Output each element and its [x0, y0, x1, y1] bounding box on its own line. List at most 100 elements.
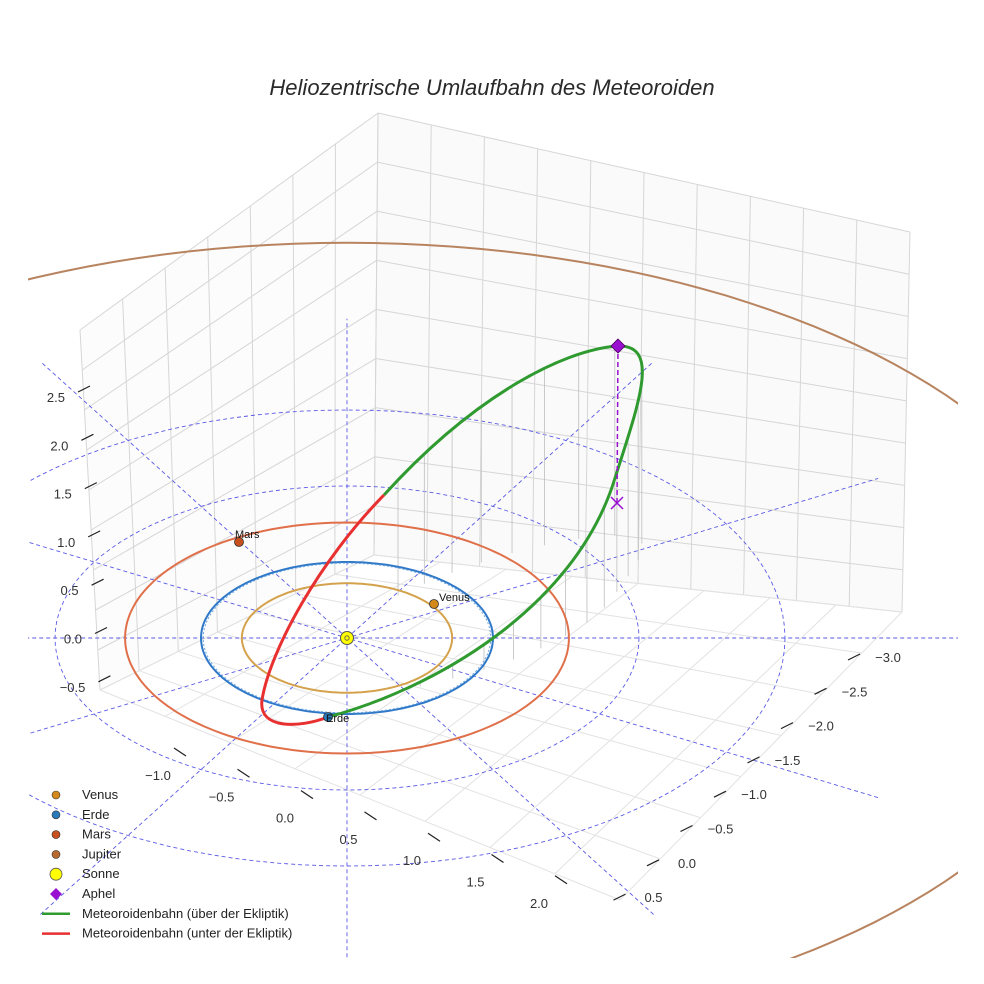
grid-line — [795, 208, 805, 601]
z-tick — [91, 578, 104, 586]
z-tick-label: 0.5 — [61, 583, 79, 598]
legend-label: Aphel — [82, 886, 115, 901]
grid-line — [164, 267, 179, 652]
y-tick — [646, 859, 660, 867]
floor-grid-line — [99, 554, 375, 691]
floor-grid-line — [229, 568, 507, 743]
x-tick — [554, 875, 568, 885]
legend-dot — [51, 830, 61, 839]
y-tick — [814, 687, 827, 695]
y-tick-label: 0.5 — [644, 890, 662, 905]
z-tick-label: −0.5 — [60, 680, 86, 695]
sun-core — [344, 635, 350, 641]
grid-line — [84, 210, 378, 411]
grid-line — [901, 231, 911, 613]
meteoroid-orbit — [260, 344, 644, 726]
legend-label: Meteoroidenbahn (unter der Ekliptik) — [82, 926, 292, 941]
grid-line — [90, 358, 377, 531]
y-tick-label: −2.5 — [842, 684, 868, 699]
legend-dot — [51, 850, 61, 859]
orbit-erde — [199, 561, 494, 715]
legend: Venus Erde Mars Jupiter Sonne Aphel Meteoroide… — [42, 787, 292, 941]
x-tick — [491, 854, 504, 863]
y-tick-label: −1.5 — [775, 753, 801, 768]
mars-marker — [234, 537, 244, 547]
y-tick — [847, 653, 861, 661]
y-tick — [747, 756, 760, 764]
legend-dot — [51, 810, 61, 820]
aphel-drop-line — [616, 345, 619, 504]
venus-label: Venus — [439, 592, 470, 604]
orbit-mars — [124, 521, 570, 755]
x-tick — [427, 832, 441, 842]
grid-line — [81, 161, 378, 371]
floor-grid-line — [554, 604, 837, 875]
grid-line — [249, 205, 258, 613]
axis-grid — [79, 112, 911, 901]
meteoroid-orbit-below — [260, 493, 386, 726]
grid-line — [375, 358, 906, 444]
z-tick-label: 2.5 — [47, 390, 65, 405]
y-tick-label: 0.0 — [678, 856, 696, 871]
meteoroid-orbit-above — [327, 344, 644, 719]
orbit-venus — [240, 582, 454, 694]
grid-line — [584, 160, 592, 578]
sun-marker — [340, 631, 354, 645]
z-tick — [94, 626, 108, 635]
ecliptic-spoke — [40, 361, 654, 915]
erde-marker — [323, 712, 333, 722]
grid-line — [426, 124, 432, 561]
legend-label: Sonne — [82, 866, 120, 881]
legend-label: Meteoroidenbahn (über der Ekliptik) — [82, 906, 289, 921]
grid-line — [122, 298, 140, 671]
axis-ticks: 2.5 2.0 1.5 1.0 0.5 0.0 −0.5 −1.0 −0.5 0.0 0.5 1.0 1… — [47, 385, 901, 911]
y-tick — [680, 824, 693, 833]
erde-label: Erde — [326, 713, 349, 725]
grid-line — [97, 505, 375, 651]
venus-marker — [429, 599, 439, 609]
aphel-projection-mark — [610, 496, 624, 510]
grid-line — [374, 456, 904, 529]
legend-label: Jupiter — [82, 846, 122, 861]
legend-label: Mars — [82, 827, 111, 842]
x-tick — [300, 790, 314, 800]
axis-panes — [80, 113, 910, 690]
z-tick-label: 2.0 — [50, 438, 68, 453]
grid-line — [373, 112, 379, 556]
markers: Venus Erde Mars — [234, 338, 626, 725]
x-tick-label: −0.5 — [209, 789, 235, 804]
legend-label: Erde — [82, 807, 109, 822]
grid-line — [88, 309, 377, 491]
z-tick-label: 1.0 — [57, 535, 75, 550]
chart-title: Heliozentrische Umlaufbahn des Meteoroid… — [269, 75, 714, 100]
z-tick — [98, 675, 111, 683]
z-tick-label: 0.0 — [64, 632, 82, 647]
legend-dot — [51, 790, 61, 800]
ecliptic-spoke — [40, 361, 654, 915]
planet-orbits — [28, 241, 958, 958]
x-tick-label: 1.0 — [403, 853, 421, 868]
grid-line — [374, 505, 903, 571]
grid-line — [376, 259, 908, 360]
z-tick — [81, 433, 94, 441]
x-tick-label: 0.0 — [276, 811, 294, 826]
y-tick-label: −0.5 — [708, 822, 734, 837]
grid-line — [377, 112, 911, 233]
grid-line — [93, 407, 376, 571]
floor-grid-line — [424, 590, 705, 822]
grid-line — [743, 196, 751, 595]
mars-label: Mars — [235, 529, 260, 541]
grid-line — [479, 136, 485, 567]
grid-line — [377, 161, 910, 275]
grid-line — [207, 236, 218, 633]
grid-line — [79, 112, 379, 331]
grid-line — [334, 143, 336, 575]
legend-label: Venus — [82, 787, 119, 802]
grid-line — [690, 184, 698, 590]
floor-grid-line — [619, 611, 903, 901]
y-tick-label: −2.0 — [808, 719, 834, 734]
x-tick-label: 2.0 — [530, 896, 548, 911]
grid-line — [377, 210, 909, 317]
y-tick — [713, 790, 727, 798]
